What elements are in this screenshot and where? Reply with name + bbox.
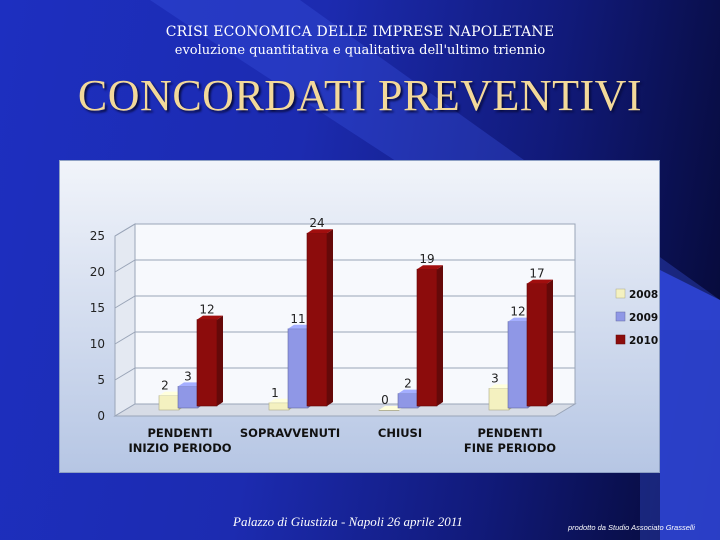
slide-title: CONCORDATI PREVENTIVI xyxy=(77,71,643,120)
y-tick-label: 0 xyxy=(97,409,105,423)
bar xyxy=(416,268,438,407)
bar-side xyxy=(327,229,333,406)
x-category-label: PENDENTI xyxy=(147,426,212,440)
bar-side xyxy=(547,279,553,406)
x-category-label: SOPRAVVENUTI xyxy=(240,426,340,440)
data-label: 3 xyxy=(491,371,499,385)
chart-panel: 0 5 10 15 20 25 2 3 12 PENDENTI INIZIO PERIODO 1 11 2… xyxy=(59,160,660,473)
bar xyxy=(177,386,199,409)
legend-swatch xyxy=(615,334,626,345)
gridline xyxy=(114,223,575,237)
data-label: 24 xyxy=(309,216,324,230)
data-label: 17 xyxy=(529,267,544,281)
bar xyxy=(378,409,400,411)
chart-side-wall xyxy=(114,223,136,417)
header-line-1: CRISI ECONOMICA DELLE IMPRESE NAPOLETANE xyxy=(165,24,555,40)
data-label: 1 xyxy=(271,386,279,400)
bar-side xyxy=(437,265,443,406)
footer-text: Palazzo di Giustizia - Napoli 26 aprile … xyxy=(233,514,463,529)
chart-floor xyxy=(113,403,577,417)
bar-top xyxy=(527,279,553,284)
bar-top xyxy=(197,315,223,320)
y-tick-label: 5 xyxy=(97,373,105,387)
y-tick-label: 10 xyxy=(90,337,105,351)
legend-label: 2010 xyxy=(629,335,658,347)
bar-top xyxy=(307,229,333,234)
bar xyxy=(397,393,419,409)
data-label: 19 xyxy=(419,252,434,266)
data-label: 2 xyxy=(404,377,412,391)
credit-text: prodotto da Studio Associato Grasselli xyxy=(568,523,695,532)
gridline xyxy=(114,259,575,273)
y-tick-label: 25 xyxy=(90,229,105,243)
bar xyxy=(287,328,309,409)
bar-side xyxy=(217,315,223,406)
bar xyxy=(488,388,510,411)
data-label: 0 xyxy=(381,393,389,407)
y-tick-label: 15 xyxy=(90,301,105,315)
x-category-label: PENDENTI xyxy=(477,426,542,440)
data-label: 12 xyxy=(199,303,214,317)
bar xyxy=(507,321,529,409)
legend-swatch xyxy=(615,288,626,299)
x-category-label: INIZIO PERIODO xyxy=(128,441,231,455)
legend-label: 2008 xyxy=(629,289,658,301)
bar-top xyxy=(417,265,443,270)
bar xyxy=(268,402,290,411)
bar xyxy=(196,319,218,407)
header-line-2: evoluzione quantitativa e qualitativa de… xyxy=(174,43,546,58)
data-label: 3 xyxy=(184,369,192,383)
legend-label: 2009 xyxy=(629,312,658,324)
y-tick-label: 20 xyxy=(90,265,105,279)
x-category-label: CHIUSI xyxy=(378,426,422,440)
bar xyxy=(158,395,180,411)
data-label: 2 xyxy=(161,379,169,393)
bar xyxy=(526,283,548,407)
bar xyxy=(306,232,328,407)
data-label: 11 xyxy=(290,312,305,326)
data-label: 12 xyxy=(510,305,525,319)
x-category-label: FINE PERIODO xyxy=(464,441,556,455)
legend-swatch xyxy=(615,311,626,322)
